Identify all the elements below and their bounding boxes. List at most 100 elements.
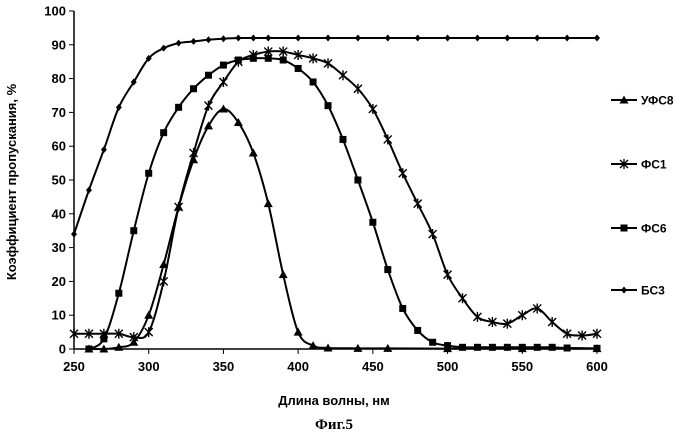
y-tick-label: 90 [52,37,66,52]
data-point [592,328,602,339]
data-point [278,46,288,57]
data-point [115,103,122,111]
data-point [279,56,287,64]
data-point [354,34,361,42]
data-point [250,34,257,42]
data-point [383,343,393,352]
data-point [263,199,273,208]
x-tick-label: 600 [586,359,608,374]
x-tick-label: 400 [287,359,309,374]
data-point [144,327,154,338]
y-tick-label: 60 [52,139,66,154]
data-point [189,147,199,158]
data-point [563,344,571,352]
data-point [532,303,542,314]
series-line [73,50,598,340]
data-point [548,343,556,351]
data-point [369,218,377,226]
data-point [472,311,482,322]
data-point [384,266,392,274]
x-tick-label: 300 [138,359,160,374]
data-point [293,327,303,336]
data-point [353,83,363,94]
data-point [473,343,481,351]
data-point [205,36,212,44]
y-tick-label: 50 [52,173,66,188]
data-point [159,260,169,268]
data-point [218,104,228,113]
data-point [204,71,212,79]
data-point [517,310,527,321]
data-point [429,338,437,346]
data-point [547,316,557,327]
data-point [190,37,197,45]
data-point [488,343,496,351]
data-point [144,310,154,319]
data-point [383,134,393,145]
legend-marker [621,286,627,294]
data-point [174,202,184,213]
data-point [413,198,423,209]
data-point [309,78,317,86]
data-point [114,328,124,339]
data-point [325,34,332,42]
legend-label: БС3 [641,284,665,298]
y-tick-label: 100 [44,4,66,19]
data-point [220,35,227,43]
data-point [428,229,438,240]
data-point [354,176,362,184]
data-point [130,227,138,235]
series-2 [69,46,602,343]
x-tick-label: 250 [63,359,85,374]
data-point [353,343,363,352]
data-point [504,34,511,42]
legend-marker [620,224,628,232]
data-point [533,343,541,351]
data-point [278,270,288,279]
series-line [88,57,598,350]
data-point [159,276,169,287]
data-point [129,332,139,343]
x-tick-label: 450 [362,359,384,374]
data-point [384,34,391,42]
data-point [115,289,123,297]
series-3 [85,54,601,353]
data-point [308,341,318,350]
data-point [235,34,242,42]
data-point [265,34,272,42]
data-point [338,70,348,81]
legend-marker [619,95,629,104]
legend-item: ФС6 [611,222,667,236]
data-point [100,335,108,343]
series-4 [71,34,600,238]
data-point [100,146,107,154]
data-point [324,102,332,110]
y-tick-label: 40 [52,206,66,221]
data-point [323,58,333,69]
data-point [399,304,407,312]
data-point [295,34,302,42]
legend-label: УФС8 [641,94,674,108]
data-point [218,76,228,87]
data-point [130,78,137,86]
data-point [577,330,587,341]
series-line [73,36,597,235]
data-point [458,293,468,304]
data-point [219,61,227,69]
legend-item: ФС1 [611,158,667,172]
data-point [160,129,168,137]
data-point [594,34,600,42]
data-point [564,34,571,42]
data-point [249,54,257,62]
data-point [264,54,272,62]
y-tick-label: 0 [59,342,66,357]
y-tick-label: 80 [52,71,66,86]
data-point [308,53,318,64]
data-point [487,316,497,327]
figure-caption: Фиг.5 [315,417,353,433]
y-tick-label: 30 [52,240,66,255]
y-axis-ticks: 0 10 20 30 40 50 60 70 80 90 100 [44,4,74,357]
data-point [502,318,512,329]
data-point [248,148,258,157]
